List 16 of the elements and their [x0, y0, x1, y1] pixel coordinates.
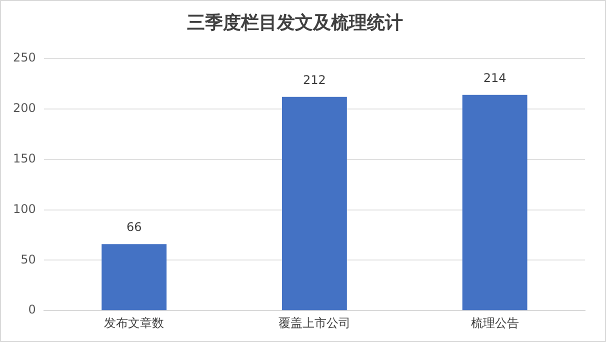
y-tick-label: 250	[13, 50, 36, 65]
data-label: 212	[303, 73, 326, 88]
x-tick-label: 覆盖上市公司	[278, 316, 350, 330]
y-tick-label: 150	[13, 152, 36, 166]
chart-title: 三季度栏目发文及梳理统计	[187, 12, 403, 32]
bar	[282, 96, 347, 310]
y-tick-label: 50	[20, 252, 36, 266]
data-label: 214	[483, 71, 506, 86]
bar	[462, 94, 528, 310]
data-label: 66	[126, 220, 142, 234]
x-tick-label: 发布文章数	[104, 316, 164, 330]
y-tick-label: 100	[13, 202, 36, 216]
y-tick-label: 200	[13, 101, 36, 116]
x-tick-label: 梳理公告	[470, 316, 519, 330]
y-tick-label: 0	[28, 302, 36, 317]
bar	[102, 244, 167, 310]
